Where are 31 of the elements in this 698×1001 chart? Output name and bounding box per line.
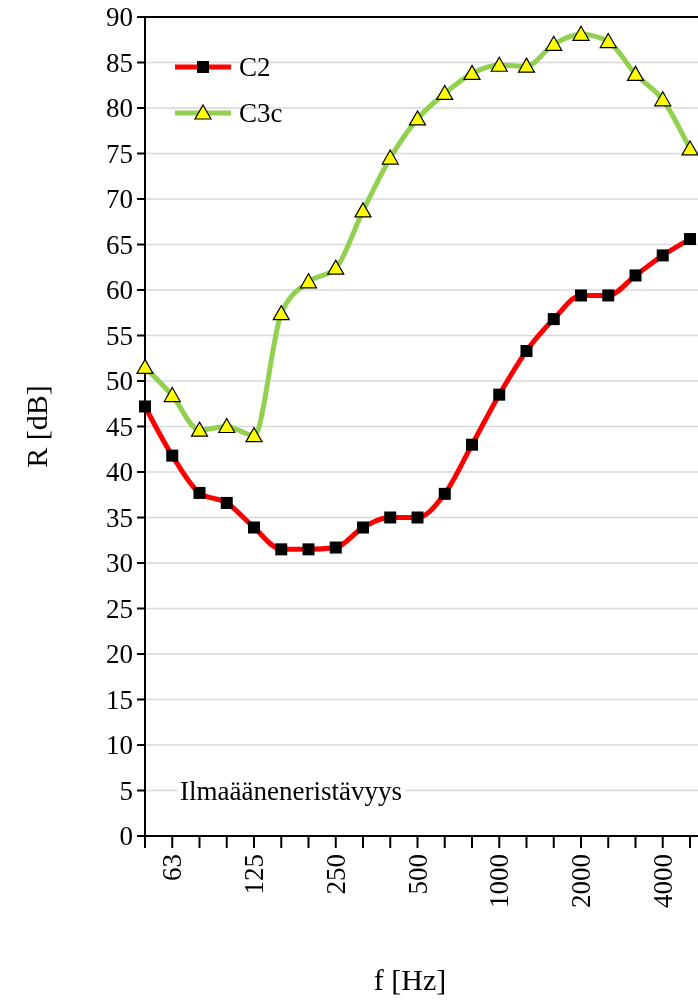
y-tick-label: 35 <box>106 502 133 533</box>
x-tick-label: 500 <box>402 854 433 895</box>
y-tick-label: 65 <box>106 229 133 260</box>
y-axis-title: R [dB] <box>20 385 53 468</box>
y-tick-label: 55 <box>106 320 133 351</box>
x-tick-label: 1000 <box>484 854 515 908</box>
x-tick-label: 250 <box>320 854 351 895</box>
y-tick-label: 5 <box>119 775 133 806</box>
y-tick-label: 50 <box>106 366 133 397</box>
y-tick-label: 20 <box>106 639 133 670</box>
y-tick-label: 75 <box>106 138 133 169</box>
y-tick-label: 85 <box>106 47 133 78</box>
y-tick-label: 70 <box>106 184 133 215</box>
x-tick-label: 63 <box>157 854 188 881</box>
y-tick-label: 45 <box>106 411 133 442</box>
y-tick-label: 25 <box>106 593 133 624</box>
y-tick-label: 60 <box>106 275 133 306</box>
legend-label: C3c <box>239 98 283 129</box>
x-tick-label: 2000 <box>566 854 596 908</box>
y-tick-label: 80 <box>106 93 133 124</box>
x-tick-label: 125 <box>239 854 269 895</box>
x-axis-title: f [Hz] <box>373 963 447 996</box>
annotation: Ilmaääneneristävyys <box>180 775 402 806</box>
x-tick-label: 4000 <box>647 854 678 908</box>
y-tick-label: 0 <box>119 821 133 852</box>
y-tick-label: 40 <box>106 457 133 488</box>
y-tick-label: 90 <box>106 2 133 33</box>
legend-label: C2 <box>239 52 271 83</box>
y-tick-label: 15 <box>106 684 133 715</box>
y-tick-label: 30 <box>106 548 133 579</box>
y-tick-label: 10 <box>106 730 133 761</box>
